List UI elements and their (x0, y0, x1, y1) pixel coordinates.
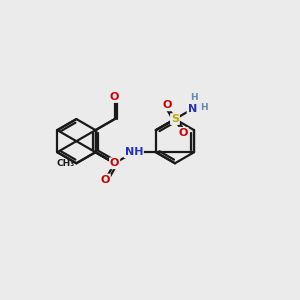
Text: H: H (190, 93, 198, 102)
Text: H: H (200, 103, 208, 112)
Text: N: N (188, 104, 197, 114)
Text: O: O (178, 128, 188, 138)
Text: O: O (110, 92, 119, 102)
Text: NH: NH (124, 147, 143, 157)
Text: S: S (171, 114, 179, 124)
Text: O: O (162, 100, 172, 110)
Text: CH₃: CH₃ (56, 159, 75, 168)
Text: O: O (110, 158, 119, 168)
Text: O: O (100, 175, 110, 184)
